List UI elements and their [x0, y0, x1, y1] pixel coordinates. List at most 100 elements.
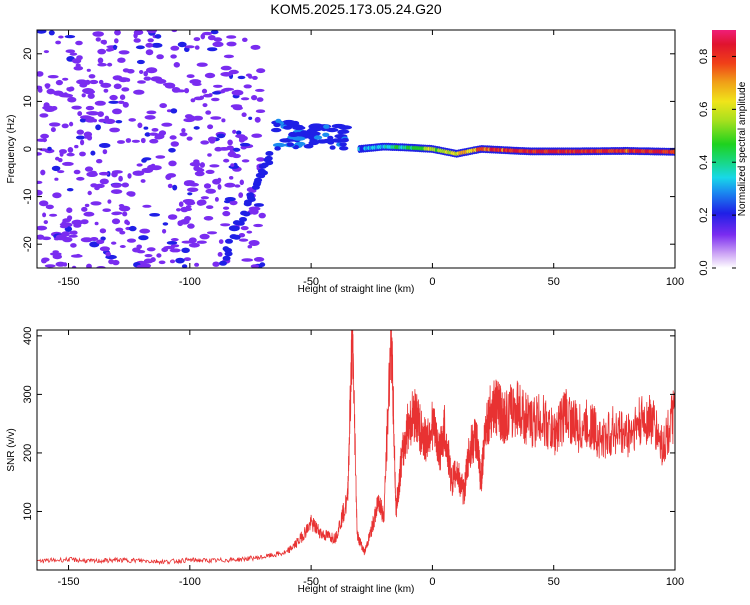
noise-blob — [167, 183, 173, 189]
noise-blob — [44, 148, 55, 154]
noise-blob — [43, 220, 48, 225]
cluster-blob — [316, 139, 328, 144]
y-tick-label: 100 — [22, 502, 34, 520]
noise-blob — [171, 87, 181, 93]
noise-blob — [117, 140, 125, 144]
noise-blob — [71, 105, 82, 110]
noise-blob — [149, 132, 159, 136]
noise-blob — [65, 49, 76, 53]
noise-blob — [248, 116, 253, 121]
noise-blob — [193, 126, 200, 130]
noise-blob — [143, 71, 148, 77]
noise-blob — [181, 247, 190, 253]
noise-blob — [53, 90, 64, 96]
colorbar-ticks: 0.0 0.2 0.4 0.6 0.8 — [698, 49, 736, 276]
noise-blob — [136, 163, 143, 167]
noise-blob — [86, 171, 98, 177]
noise-blob — [251, 95, 258, 101]
cluster-blob — [273, 142, 286, 148]
rising-branch-blob — [222, 255, 231, 261]
noise-blob — [99, 228, 107, 234]
noise-blob — [207, 124, 214, 130]
noise-blob — [71, 265, 77, 268]
noise-blob — [94, 186, 100, 191]
noise-blob — [126, 220, 130, 226]
cluster-blob — [339, 146, 349, 151]
noise-blob — [183, 118, 195, 123]
noise-blob — [43, 50, 50, 54]
noise-blob — [192, 115, 203, 121]
noise-blob — [196, 62, 208, 67]
noise-blob — [62, 218, 72, 223]
noise-blob — [213, 37, 223, 42]
x-tick-label: 50 — [548, 276, 560, 288]
rising-branch-blob — [263, 157, 272, 163]
noise-blob — [177, 41, 187, 48]
noise-blob — [162, 222, 169, 226]
noise-blob — [68, 234, 78, 238]
noise-blob — [135, 45, 145, 50]
noise-blob — [207, 136, 217, 143]
noise-blob — [133, 89, 145, 95]
rising-branch-blob — [239, 217, 247, 222]
noise-blob — [229, 200, 238, 206]
noise-blob — [258, 212, 266, 219]
noise-blob — [169, 259, 176, 264]
noise-blob — [217, 184, 222, 190]
noise-blob — [256, 97, 264, 102]
colorbar-label: Normalized spectral amplitude — [737, 81, 748, 216]
noise-blob — [161, 122, 173, 127]
noise-blob — [156, 253, 162, 258]
noise-blob — [248, 240, 260, 246]
noise-blob — [168, 160, 177, 167]
noise-blob — [100, 39, 106, 44]
noise-blob — [196, 240, 207, 244]
noise-blob — [194, 262, 200, 267]
noise-blob — [40, 169, 46, 176]
noise-blob — [200, 140, 210, 145]
noise-blob — [189, 162, 201, 167]
noise-blob — [99, 178, 109, 185]
noise-blob — [109, 127, 120, 133]
noise-blob — [139, 228, 151, 234]
cluster-blob — [329, 145, 336, 150]
noise-blob — [37, 152, 42, 156]
cluster-blob — [286, 142, 294, 147]
noise-blob — [95, 124, 101, 131]
cluster-blob — [331, 138, 345, 143]
cluster-blob — [341, 137, 349, 143]
noise-blob — [185, 205, 192, 209]
noise-blob — [85, 118, 96, 123]
y-tick-label: 200 — [22, 444, 34, 462]
noise-blob — [82, 88, 94, 94]
noise-blob — [170, 238, 179, 242]
noise-blob — [112, 44, 118, 51]
rising-branch-blob — [265, 151, 274, 156]
cluster-blob — [279, 138, 292, 143]
noise-blob — [37, 180, 43, 184]
noise-blob — [115, 120, 123, 124]
noise-blob — [121, 182, 129, 188]
noise-blob — [146, 30, 157, 34]
cluster-blob — [292, 125, 306, 131]
noise-blob — [190, 98, 196, 103]
noise-blob — [75, 40, 83, 46]
noise-blob — [254, 116, 261, 123]
noise-blob — [114, 38, 119, 44]
x-tick-label: 0 — [429, 276, 435, 288]
noise-blob — [206, 205, 214, 210]
noise-blob — [98, 171, 110, 176]
noise-blob — [243, 84, 252, 89]
ridge-core — [671, 149, 675, 154]
noise-blob — [138, 235, 149, 241]
noise-blob — [79, 115, 92, 120]
noise-blob — [119, 94, 126, 100]
noise-blob — [75, 63, 81, 67]
noise-blob — [55, 156, 60, 161]
noise-blob — [128, 118, 136, 122]
noise-blob — [226, 41, 237, 47]
cluster-blob — [273, 122, 281, 128]
noise-blob — [112, 108, 122, 115]
noise-blob — [119, 245, 126, 248]
noise-blob — [143, 126, 149, 130]
